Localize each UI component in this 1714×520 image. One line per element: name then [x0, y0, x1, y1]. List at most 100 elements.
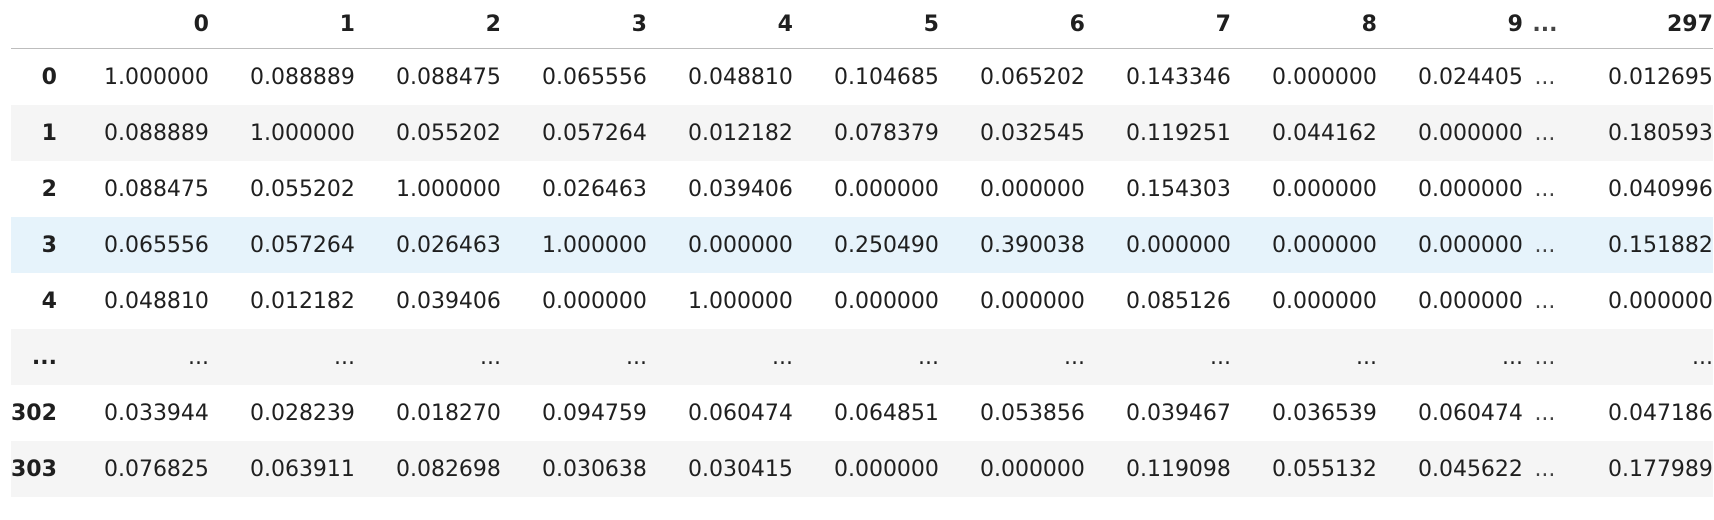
ellipsis-cell: ... — [1534, 456, 1556, 482]
header-row: 0 1 2 3 4 5 6 7 8 9... 297 — [11, 0, 1713, 49]
ellipsis-cell: ... — [1534, 176, 1556, 202]
table-cell: 0.151882 — [1607, 232, 1713, 258]
table-cell: 0.177989 — [1607, 456, 1713, 482]
table-cell: 0.180593 — [1607, 120, 1713, 146]
column-header: 8 — [1230, 0, 1377, 49]
dataframe-table: 0 1 2 3 4 5 6 7 8 9... 297 0 1.000000 0.088889 0.0884… — [11, 0, 1713, 497]
table-cell: 0.000000 — [541, 288, 647, 314]
table-cell: 0.088475 — [395, 64, 501, 90]
ellipsis-cell: ... — [1534, 288, 1556, 314]
table-cell: 0.044162 — [1271, 120, 1377, 146]
table-cell: 0.143346 — [1125, 64, 1231, 90]
table-cell: 1.000000 — [541, 232, 647, 258]
table-cell: 0.000000 — [979, 176, 1085, 202]
table-cell: 0.030415 — [687, 456, 793, 482]
ellipsis-cell: ... — [1534, 400, 1556, 426]
table-cell: 1.000000 — [103, 64, 209, 90]
table-cell: 1.000000 — [687, 288, 793, 314]
table-cell: 0.039406 — [395, 288, 501, 314]
table-cell: 0.065556 — [103, 232, 209, 258]
table-cell: ... — [479, 344, 501, 370]
table-cell: 0.000000 — [833, 288, 939, 314]
table-cell: ... — [771, 344, 793, 370]
column-header: 7 — [1084, 0, 1231, 49]
table-cell: 0.000000 — [1417, 176, 1523, 202]
table-cell: 0.012695 — [1607, 64, 1713, 90]
table-cell: 0.040996 — [1607, 176, 1713, 202]
table-row: 0 1.000000 0.088889 0.088475 0.065556 0.04881… — [11, 49, 1713, 106]
table-cell: 0.088889 — [103, 120, 209, 146]
table-cell: 0.000000 — [1417, 288, 1523, 314]
table-cell: ... — [1209, 344, 1231, 370]
table-cell: 0.119098 — [1125, 456, 1231, 482]
row-index: 303 — [11, 456, 57, 482]
table-cell: 0.076825 — [103, 456, 209, 482]
table-cell: ... — [1355, 344, 1377, 370]
table-cell: 0.057264 — [249, 232, 355, 258]
table-row: 2 0.088475 0.055202 1.000000 0.026463 0.03940… — [11, 161, 1713, 217]
table-row-ellipsis: ....................................... — [11, 329, 1713, 385]
row-index: 302 — [11, 400, 57, 426]
table-cell: ... — [625, 344, 647, 370]
table-cell: ... — [1063, 344, 1085, 370]
table-cell: 0.000000 — [833, 456, 939, 482]
table-cell: 0.026463 — [395, 232, 501, 258]
column-header-ellipsis: ... — [1522, 0, 1567, 49]
table-cell: 0.104685 — [833, 64, 939, 90]
table-cell: 0.047186 — [1607, 400, 1713, 426]
table-cell: 0.030638 — [541, 456, 647, 482]
table-cell: 0.082698 — [395, 456, 501, 482]
table-cell: 0.078379 — [833, 120, 939, 146]
table-cell: 0.094759 — [541, 400, 647, 426]
ellipsis-cell: ... — [1534, 232, 1556, 258]
column-header: 0 — [62, 0, 209, 49]
table-row: 303 0.076825 0.063911 0.082698 0.030638 0.030… — [11, 441, 1713, 497]
table-cell: 0.012182 — [249, 288, 355, 314]
table-cell: 0.000000 — [1417, 120, 1523, 146]
table-cell: 0.119251 — [1125, 120, 1231, 146]
table-cell: 0.057264 — [541, 120, 647, 146]
index-header-corner — [11, 0, 63, 49]
table-cell: 0.033944 — [103, 400, 209, 426]
table-row: 1 0.088889 1.000000 0.055202 0.057264 0.01218… — [11, 105, 1713, 161]
table-cell: 0.065556 — [541, 64, 647, 90]
table-row: 3 0.065556 0.057264 0.026463 1.000000 0.00000… — [11, 217, 1713, 273]
column-header: 4 — [646, 0, 793, 49]
table-cell: 0.012182 — [687, 120, 793, 146]
table-cell: 0.039467 — [1125, 400, 1231, 426]
table-cell: 0.000000 — [1271, 288, 1377, 314]
table-header: 0 1 2 3 4 5 6 7 8 9... 297 — [11, 0, 1713, 49]
row-index: 0 — [41, 64, 57, 90]
ellipsis-cell: ... — [1534, 120, 1556, 146]
column-header: 1 — [208, 0, 355, 49]
row-index: 3 — [41, 232, 57, 258]
table-cell: 1.000000 — [249, 120, 355, 146]
table-cell: ... — [1691, 344, 1713, 370]
column-header: 6 — [938, 0, 1085, 49]
table-cell: 0.000000 — [1607, 288, 1713, 314]
table-cell: 0.048810 — [103, 288, 209, 314]
ellipsis-cell: ... — [1534, 64, 1556, 90]
table-cell: ... — [187, 344, 209, 370]
table-cell: 0.064851 — [833, 400, 939, 426]
table-cell: 0.018270 — [395, 400, 501, 426]
table-cell: 0.045622 — [1417, 456, 1523, 482]
table-cell: 0.048810 — [687, 64, 793, 90]
table-cell: 0.032545 — [979, 120, 1085, 146]
table-cell: 0.250490 — [833, 232, 939, 258]
table-cell: 0.053856 — [979, 400, 1085, 426]
table-cell: 0.055132 — [1271, 456, 1377, 482]
table-cell: 0.000000 — [833, 176, 939, 202]
column-header: 2 — [354, 0, 501, 49]
table-cell: 0.000000 — [1271, 176, 1377, 202]
table-cell: 0.060474 — [687, 400, 793, 426]
row-index: 1 — [41, 120, 57, 146]
table-cell: 0.390038 — [979, 232, 1085, 258]
table-cell: 0.063911 — [249, 456, 355, 482]
column-header: 3 — [500, 0, 647, 49]
table-cell: 0.060474 — [1417, 400, 1523, 426]
table-cell: ... — [917, 344, 939, 370]
table-row: 302 0.033944 0.028239 0.018270 0.094759 0.060… — [11, 385, 1713, 441]
table-cell: 0.000000 — [1125, 232, 1231, 258]
